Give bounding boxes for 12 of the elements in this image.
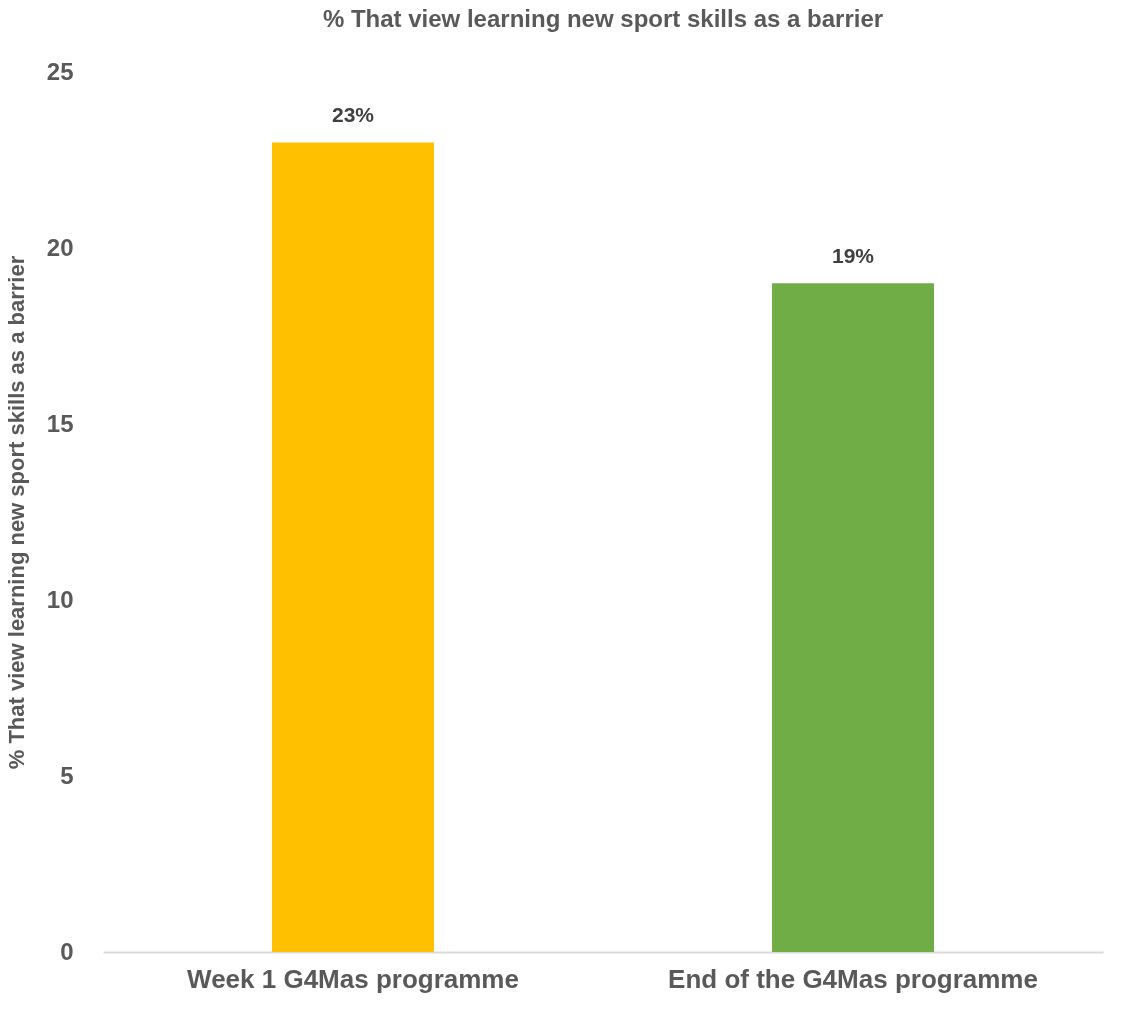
y-tick-label: 25: [46, 57, 74, 85]
y-tick-label: 0: [60, 937, 74, 965]
data-label: 23%: [331, 103, 375, 127]
y-tick-label: 10: [46, 585, 74, 613]
chart-title: % That view learning new sport skills as a barrier: [322, 5, 884, 32]
x-tick-label: End of the G4Mas programme: [668, 963, 1038, 994]
data-label: 19%: [831, 244, 875, 268]
y-tick-label: 20: [46, 233, 74, 261]
y-axis-title: % That view learning new sport skills as a barrier: [3, 255, 29, 770]
x-tick-label: Week 1 G4Mas programme: [187, 963, 519, 994]
y-tick-label: 15: [46, 409, 74, 437]
y-tick-label: 5: [60, 761, 74, 789]
